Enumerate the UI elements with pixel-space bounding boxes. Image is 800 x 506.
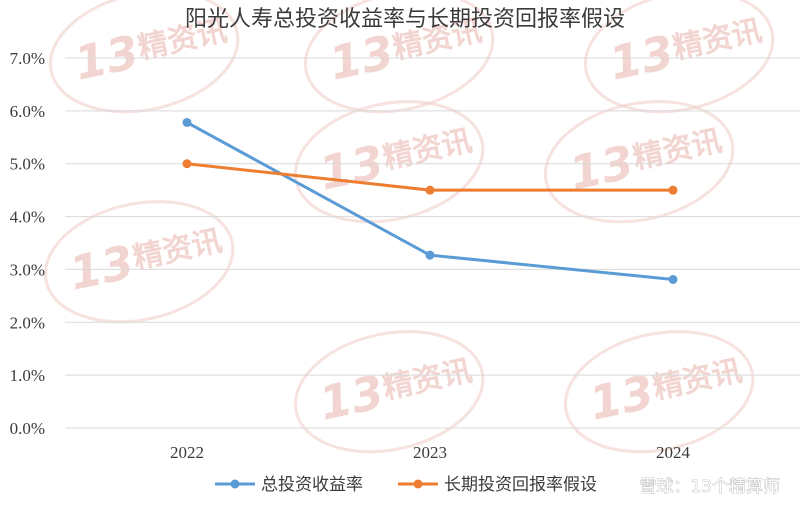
- x-tick-label: 2023: [413, 443, 447, 462]
- data-point: [182, 117, 192, 127]
- data-point: [668, 185, 678, 195]
- watermark-text: 精资讯: [380, 353, 475, 406]
- y-tick-label: 7.0%: [10, 49, 45, 68]
- data-point: [182, 159, 192, 169]
- watermark-text: 精资讯: [630, 123, 725, 176]
- chart-title: 阳光人寿总投资收益率与长期投资回报率假设: [185, 7, 625, 32]
- y-axis: 0.0% 1.0% 2.0% 3.0% 4.0% 5.0% 6.0% 7.0%: [10, 49, 45, 438]
- x-axis: 2022 2023 2024: [170, 443, 691, 462]
- watermark-number: 13: [65, 235, 139, 301]
- source-credit: 雪球：13个精算师: [639, 477, 780, 497]
- watermark-number: 13: [585, 365, 659, 431]
- plot-area: [182, 117, 678, 284]
- y-tick-label: 5.0%: [10, 155, 45, 174]
- watermark-number: 13: [315, 135, 389, 201]
- y-tick-label: 1.0%: [10, 366, 45, 385]
- legend-label: 总投资收益率: [261, 475, 363, 495]
- grid: [65, 57, 800, 429]
- x-tick-label: 2024: [656, 443, 691, 462]
- legend-marker: [230, 479, 240, 489]
- legend-marker: [413, 479, 423, 489]
- watermark-text: 精资讯: [380, 123, 475, 176]
- legend-label: 长期投资回报率假设: [444, 475, 597, 495]
- legend: 总投资收益率 长期投资回报率假设: [215, 475, 597, 495]
- watermark-text: 精资讯: [130, 223, 225, 276]
- data-point: [425, 250, 435, 260]
- y-tick-label: 6.0%: [10, 102, 45, 121]
- data-point: [668, 274, 678, 284]
- x-tick-label: 2022: [170, 443, 204, 462]
- data-point: [425, 185, 435, 195]
- y-tick-label: 4.0%: [10, 208, 45, 227]
- y-tick-label: 0.0%: [10, 419, 45, 438]
- watermark-text: 精资讯: [650, 353, 745, 406]
- y-tick-label: 3.0%: [10, 260, 45, 279]
- watermark-number: 13: [315, 365, 389, 431]
- y-tick-label: 2.0%: [10, 313, 45, 332]
